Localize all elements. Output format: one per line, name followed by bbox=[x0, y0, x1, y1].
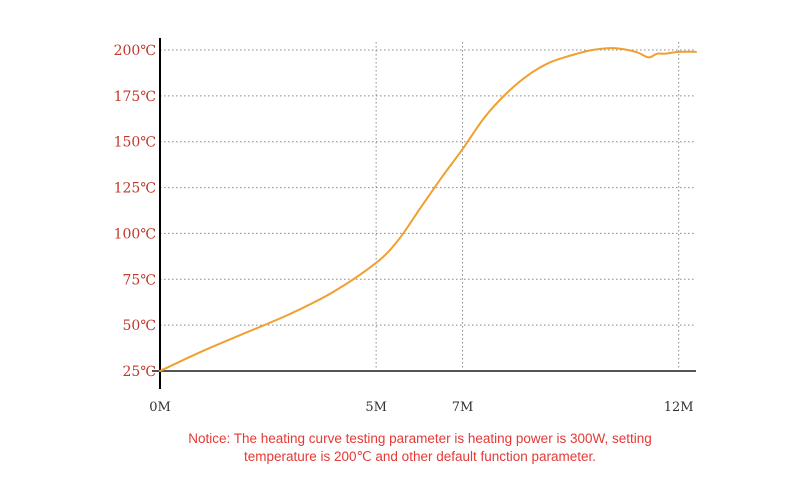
axes bbox=[152, 38, 696, 389]
y-tick-label: 150℃ bbox=[114, 135, 156, 151]
y-tick-labels: 25℃ 50℃ 75℃ 100℃ 125℃ 150℃ 175℃ 200℃ bbox=[114, 43, 156, 380]
x-tick-labels: 0M 5M 7M 12M bbox=[149, 400, 693, 415]
heating-curve-chart: 25℃ 50℃ 75℃ 100℃ 125℃ 150℃ 175℃ 200℃ 0M 5M 7M 12M bbox=[114, 38, 697, 415]
y-tick-label: 50℃ bbox=[123, 318, 156, 334]
y-tick-label: 75℃ bbox=[123, 272, 156, 288]
y-tick-label: 100℃ bbox=[114, 226, 156, 242]
notice-line-1: Notice: The heating curve testing parame… bbox=[188, 431, 652, 446]
y-tick-label: 175℃ bbox=[114, 89, 156, 105]
x-tick-label: 5M bbox=[365, 400, 387, 415]
y-tick-label: 125℃ bbox=[114, 181, 156, 197]
grid-lines bbox=[160, 42, 696, 371]
x-tick-label: 12M bbox=[664, 400, 694, 415]
series-line-heating-curve bbox=[159, 47, 697, 372]
y-tick-label: 25℃ bbox=[123, 364, 156, 380]
series-group bbox=[159, 47, 697, 372]
notice-text: Notice: The heating curve testing parame… bbox=[100, 430, 740, 466]
x-tick-label: 0M bbox=[149, 400, 171, 415]
y-tick-label: 200℃ bbox=[114, 43, 156, 59]
notice-line-2: temperature is 200℃ and other default fu… bbox=[243, 449, 597, 464]
x-tick-label: 7M bbox=[452, 400, 474, 415]
